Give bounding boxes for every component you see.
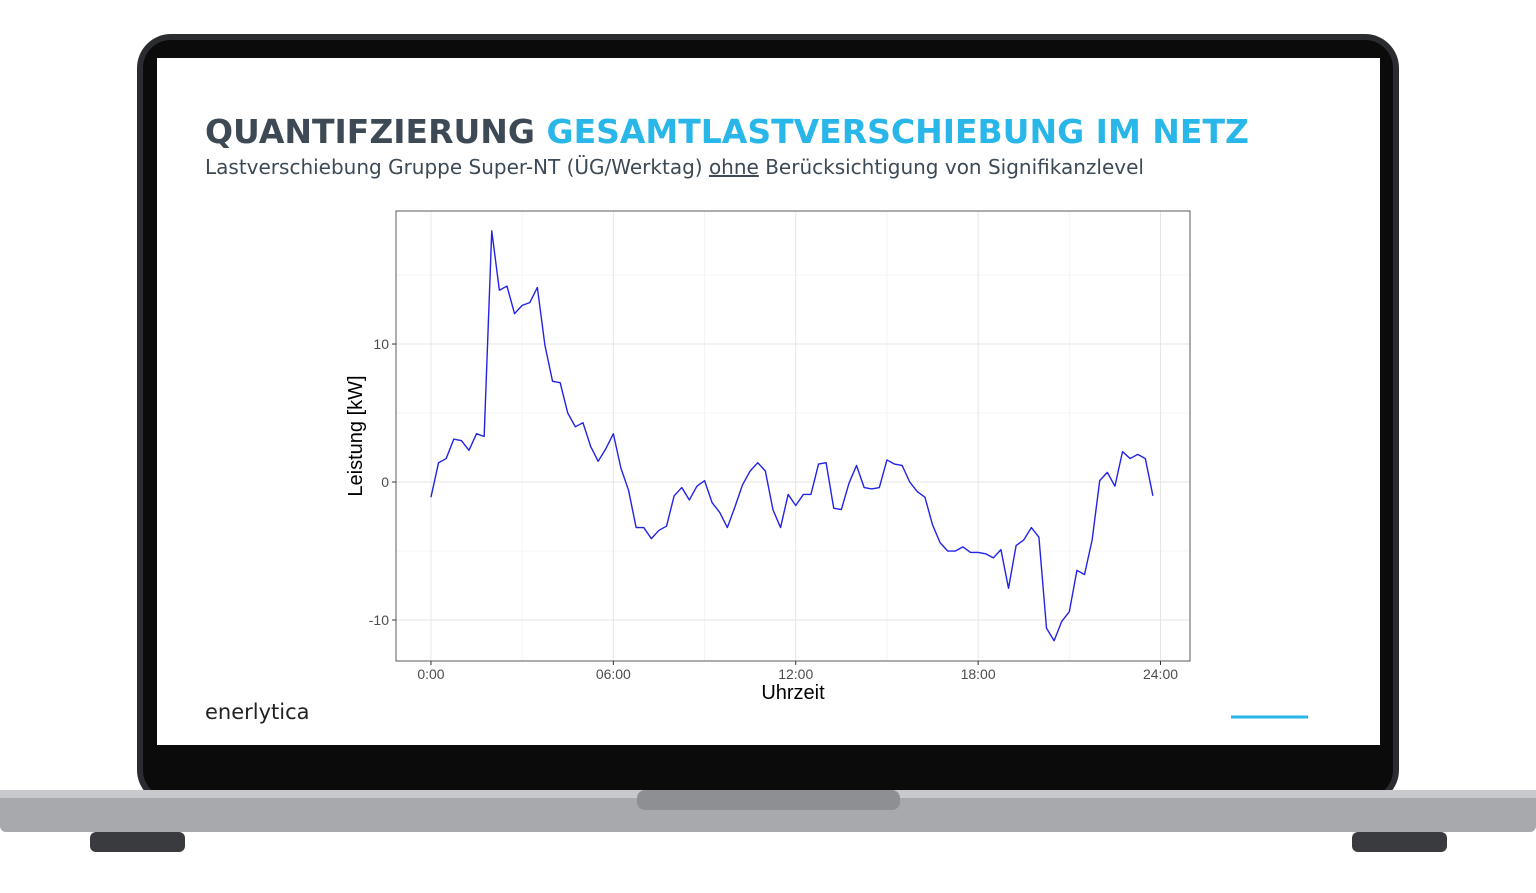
y-tick-label: -10 [369,612,389,628]
subtitle-text: Lastverschiebung Gruppe Super-NT (ÜG/Wer… [205,155,703,179]
x-axis-label: Uhrzeit [761,682,825,704]
y-tick-label: 0 [381,474,389,490]
x-tick-label: 18:00 [961,666,996,682]
slide-title: QUANTIFZIERUNG GESAMTLASTVERSCHIEBUNG IM… [205,112,1249,151]
title-dark: QUANTIFZIERUNG [205,112,535,151]
x-tick-label: 24:00 [1143,666,1178,682]
y-tick-label: 10 [373,336,389,352]
x-tick-label: 0:00 [417,666,444,682]
subtitle-text: Berücksichtigung von Signifikanzlevel [765,155,1144,179]
chart: 0:00 06:00 12:00 18:00 24:00 -10 0 10 Uhrzeit Lei… [345,210,1191,704]
plot-border [395,210,1191,662]
x-tick-label: 12:00 [778,666,813,682]
subtitle-underlined: ohne [709,155,759,179]
laptop-base [0,790,1536,832]
data-line [430,230,1154,642]
foot [1352,832,1447,852]
base-notch [637,790,900,810]
slide-subtitle: Lastverschiebung Gruppe Super-NT (ÜG/Wer… [205,155,1144,179]
foot [90,832,185,852]
logo: enerlytica [205,700,310,724]
plot-background [396,211,1190,661]
y-axis-label: Leistung [kW] [345,375,367,496]
title-accent: GESAMTLASTVERSCHIEBUNG IM NETZ [546,112,1248,151]
x-tick-label: 06:00 [596,666,631,682]
